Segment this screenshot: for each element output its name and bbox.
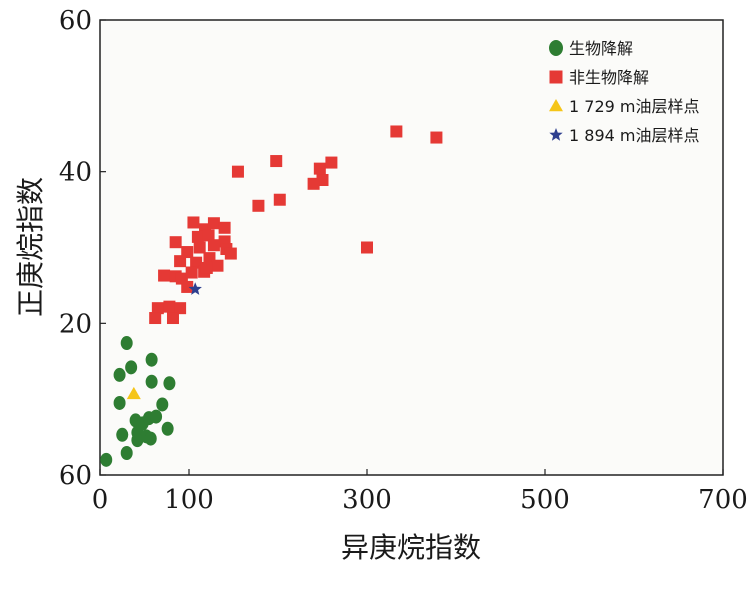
data-point-circle — [116, 427, 129, 442]
data-point-square — [191, 230, 204, 243]
data-point-circle — [163, 376, 176, 391]
y-axis-title: 正庚烷指数 — [14, 177, 47, 317]
data-point-square — [316, 174, 329, 187]
data-point-square — [174, 255, 187, 268]
data-point-square — [190, 256, 203, 269]
data-point-square — [211, 259, 224, 272]
x-tick-label: 500 — [520, 485, 570, 515]
data-point-square — [200, 261, 213, 274]
data-point-circle — [100, 452, 113, 467]
x-axis-title: 异庚烷指数 — [341, 531, 481, 564]
x-tick-label: 700 — [698, 485, 748, 515]
data-point-square — [185, 266, 198, 279]
y-tick-label: 60 — [59, 461, 92, 491]
data-point-square — [430, 131, 443, 144]
data-point-square — [181, 280, 194, 293]
data-point-square — [151, 302, 164, 315]
y-tick-label: 20 — [59, 309, 92, 339]
data-point-square — [270, 155, 283, 168]
data-point-square — [218, 221, 231, 234]
data-point-square — [158, 269, 171, 282]
data-point-circle — [113, 395, 126, 410]
data-point-circle — [150, 409, 163, 424]
data-point-circle — [144, 431, 157, 446]
legend-marker-star — [549, 128, 563, 141]
legend-marker-circle — [549, 40, 563, 56]
legend-marker-triangle — [549, 99, 563, 112]
legend-label: 生物降解 — [569, 39, 633, 58]
y-tick-label: 60 — [59, 6, 92, 36]
data-point-circle — [125, 360, 138, 375]
data-point-square — [390, 125, 403, 138]
y-tick-label: 40 — [59, 158, 92, 188]
y-axis-ticks: 60 20 40 60 — [59, 6, 106, 491]
data-point-square — [163, 300, 176, 313]
data-point-square — [149, 312, 162, 325]
data-point-square — [166, 312, 179, 325]
data-point-square — [224, 247, 237, 260]
data-point-circle — [161, 421, 174, 436]
data-point-square — [193, 241, 206, 254]
data-point-circle — [120, 336, 133, 351]
data-point-square — [181, 246, 194, 259]
data-point-square — [202, 229, 215, 242]
data-point-star — [188, 282, 202, 295]
data-point-square — [361, 241, 373, 254]
data-point-square — [231, 165, 244, 178]
data-point-circle — [145, 352, 158, 367]
data-point-square — [187, 216, 200, 229]
data-point-square — [273, 193, 286, 206]
data-point-square — [252, 199, 265, 212]
data-point-circle — [120, 446, 133, 461]
data-point-circle — [156, 397, 169, 412]
data-point-triangle — [126, 386, 141, 400]
legend-marker-square — [549, 70, 563, 84]
data-point-square — [174, 302, 187, 315]
plot-area — [99, 19, 724, 476]
data-point-square — [313, 162, 326, 175]
data-point-square — [207, 239, 220, 252]
legend-label: 非生物降解 — [569, 68, 649, 87]
data-point-circle — [131, 433, 144, 448]
data-point-square — [325, 156, 338, 169]
data-point-square — [207, 217, 220, 230]
x-axis-ticks: 0 100 300 500 700 — [92, 469, 748, 515]
data-point-circle — [145, 374, 158, 389]
data-points — [100, 125, 443, 467]
data-point-square — [169, 236, 182, 249]
legend-label: 1 729 m油层样点 — [569, 97, 699, 116]
x-tick-label: 300 — [342, 485, 392, 515]
legend-label: 1 894 m油层样点 — [569, 126, 699, 145]
x-tick-label: 100 — [164, 485, 214, 515]
data-point-circle — [113, 367, 126, 382]
x-tick-label: 0 — [92, 485, 109, 515]
